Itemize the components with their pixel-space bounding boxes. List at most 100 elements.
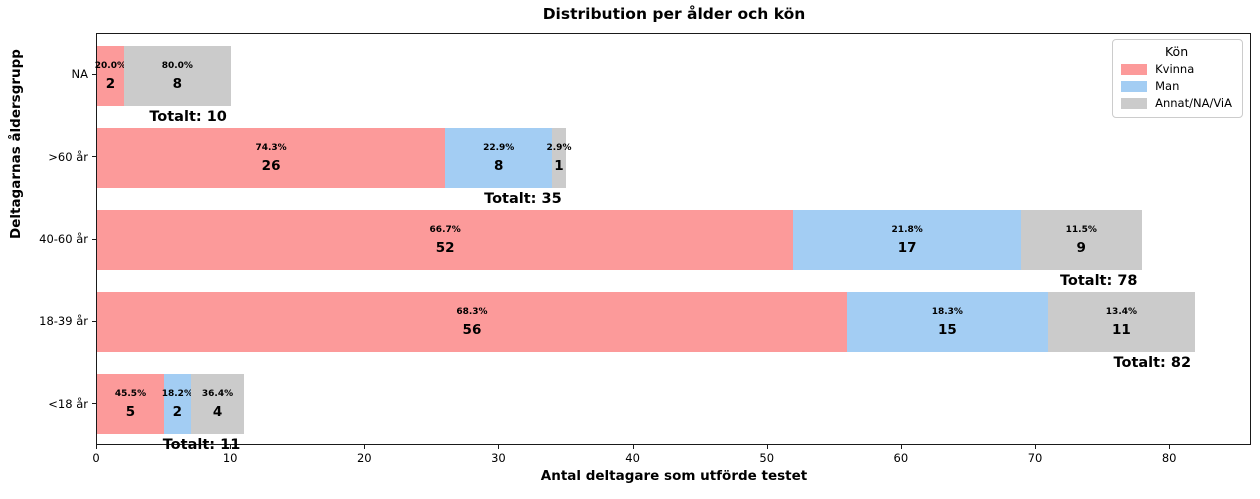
bar-row-3: 66.7% 52 21.8% 17 11.5% 9 Totalt: 78 [97,198,1250,289]
x-tick-mark [1035,445,1037,449]
segment-count-label: 52 [435,240,455,257]
y-tick-label: >60 år [48,149,88,164]
total-label: Totalt: 10 [149,108,227,125]
bar-row-4: 68.3% 56 18.3% 15 13.4% 11 Totalt: 82 [97,280,1250,371]
segment-percent-label: 36.4% [201,389,234,400]
bar-row-2: 74.3% 26 22.9% 8 2.9% 1 Totalt: 35 [97,116,1250,207]
legend-label: Annat/NA/ViA [1155,96,1232,110]
x-tick-label: 60 [893,451,909,465]
legend: Kön Kvinna Man Annat/NA/ViA [1112,39,1243,118]
bar-segment-annat-na-via: 11.5% 9 [1020,210,1142,271]
bar-segment-annat-na-via: 36.4% 4 [190,374,245,435]
bar-segment-kvinna: 74.3% 26 [97,128,446,189]
bar-segment-kvinna: 68.3% 56 [97,292,847,353]
legend-swatch-icon [1121,63,1148,75]
segment-percent-label: 11.5% [1065,225,1097,236]
x-tick-label: 40 [625,451,640,465]
segment-count-label: 1 [554,158,564,175]
stacked-bar: 68.3% 56 18.3% 15 13.4% 11 [97,292,1196,353]
legend-item: Man [1121,79,1232,93]
x-tick-label: 70 [1027,451,1043,465]
y-tick-label: <18 år [48,396,88,411]
total-label: Totalt: 35 [484,190,562,207]
segment-percent-label: 18.2% [161,389,193,400]
y-tick-mark [92,73,96,75]
bar-segment-kvinna: 66.7% 52 [97,210,794,271]
y-tick-label: 40-60 år [39,232,88,246]
legend-items: Kvinna Man Annat/NA/ViA [1121,62,1232,110]
x-axis-label: Antal deltagare som utförde testet [540,468,808,484]
x-tick-mark [230,445,232,449]
segment-count-label: 26 [261,158,281,175]
y-tick-mark [92,403,96,405]
segment-percent-label: 18.3% [931,307,963,318]
total-label: Totalt: 82 [1113,354,1192,371]
segment-count-label: 17 [897,240,917,257]
stacked-bar: 45.5% 5 18.2% 2 36.4% 4 [97,374,245,435]
y-axis-tick-marks [92,33,96,445]
y-axis-tick-labels: NA >60 år 40-60 år 18-39 år <18 år [0,33,88,445]
segment-percent-label: 21.8% [891,225,923,236]
segment-count-label: 15 [937,322,957,339]
bar-segment-man: 18.3% 15 [846,292,1048,353]
segment-percent-label: 20.0% [94,61,127,72]
segment-percent-label: 68.3% [456,307,488,318]
bar-segment-annat-na-via: 13.4% 11 [1047,292,1196,353]
segment-percent-label: 74.3% [255,143,287,154]
segment-percent-label: 2.9% [546,143,572,154]
bar-segment-annat-na-via: 80.0% 8 [123,46,231,107]
legend-title: Kön [1164,44,1189,59]
bar-segment-man: 18.2% 2 [161,374,193,435]
bar-row-5: 45.5% 5 18.2% 2 36.4% 4 Totalt: 11 [97,362,1250,453]
legend-item: Annat/NA/ViA [1121,96,1232,110]
total-label: Totalt: 11 [162,436,241,453]
segment-count-label: 56 [462,322,482,339]
x-tick-mark [364,445,366,449]
segment-percent-label: 13.4% [1105,307,1138,318]
x-tick-label: 10 [222,451,238,465]
x-tick-mark [96,445,97,449]
segment-count-label: 2 [172,404,183,421]
x-tick-mark [1169,445,1171,449]
segment-count-label: 9 [1076,240,1086,257]
segment-count-label: 8 [172,76,183,93]
plot-area: Kön Kvinna Man Annat/NA/ViA 20.0% 2 80.0% 8 To… [94,33,1251,453]
y-tick-mark [92,156,96,158]
bar-row-1: 20.0% 2 80.0% 8 Totalt: 10 [94,34,1250,125]
bar-segment-kvinna: 45.5% 5 [97,374,164,435]
y-tick-mark [92,320,96,322]
segment-count-label: 11 [1112,322,1131,339]
segment-count-label: 8 [494,158,504,175]
stacked-bar: 74.3% 26 22.9% 8 2.9% 1 [97,128,571,189]
segment-count-label: 5 [125,404,136,421]
x-tick-label: 20 [356,451,372,465]
total-label: Totalt: 78 [1059,272,1138,289]
x-tick-label: 30 [491,451,506,465]
bar-segment-man: 22.9% 8 [445,128,553,189]
segment-percent-label: 45.5% [114,389,147,400]
bar-segment-annat-na-via: 2.9% 1 [547,128,571,189]
segment-percent-label: 80.0% [161,61,193,72]
x-tick-label: 50 [759,451,775,465]
x-tick-label: 0 [92,451,100,465]
x-tick-mark [632,445,634,449]
stacked-bar: 66.7% 52 21.8% 17 11.5% 9 [97,210,1142,271]
x-axis-tick-labels: 0 10 20 30 40 50 60 70 80 [92,451,1251,465]
legend-swatch-icon [1121,97,1148,109]
x-tick-label: 80 [1161,451,1177,465]
legend-swatch-icon [1121,80,1148,92]
y-tick-label: 18-39 år [39,314,88,329]
stacked-bar: 20.0% 2 80.0% 8 [94,46,231,107]
x-axis-tick-marks [96,445,1251,449]
segment-percent-label: 22.9% [483,143,515,154]
legend-label: Man [1155,79,1180,93]
x-tick-mark [900,445,902,449]
bar-segment-man: 21.8% 17 [793,210,1021,271]
legend-item: Kvinna [1121,62,1232,76]
legend-label: Kvinna [1155,62,1195,76]
y-tick-mark [92,238,96,240]
y-tick-label: NA [71,67,88,82]
segment-count-label: 2 [105,76,116,93]
x-tick-mark [498,445,500,449]
segment-count-label: 4 [212,404,223,421]
